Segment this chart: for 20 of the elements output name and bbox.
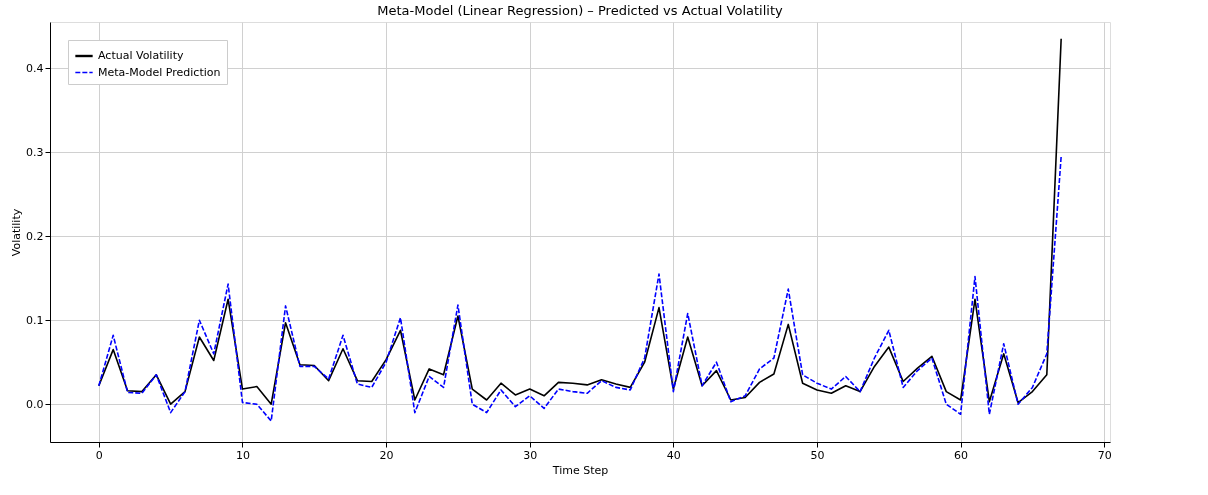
y-tick-label: 0.0 (26, 397, 44, 411)
line-series (98, 38, 1062, 405)
chart-title: Meta-Model (Linear Regression) – Predicted vs Actual Volatility (377, 3, 784, 18)
y-axis-title: Volatility (10, 208, 24, 257)
legend-label: Actual Volatility (98, 49, 184, 62)
x-tick-label: 30 (523, 448, 538, 462)
y-tick-label: 0.4 (26, 61, 44, 75)
y-tick-label: 0.3 (26, 145, 44, 159)
legend-label: Meta-Model Prediction (98, 65, 221, 79)
x-tick-label: 70 (1097, 448, 1112, 462)
line-series (98, 155, 1062, 422)
x-axis-title: Time Step (551, 463, 609, 477)
x-tick-label: 10 (235, 448, 250, 462)
y-tick-label: 0.1 (26, 313, 44, 327)
y-tick-label: 0.2 (26, 229, 44, 243)
x-tick-label: 40 (666, 448, 681, 462)
x-tick-label: 20 (379, 448, 394, 462)
x-tick-label: 60 (954, 448, 969, 462)
x-tick-label: 50 (810, 448, 825, 462)
x-tick-label: 0 (95, 448, 103, 462)
